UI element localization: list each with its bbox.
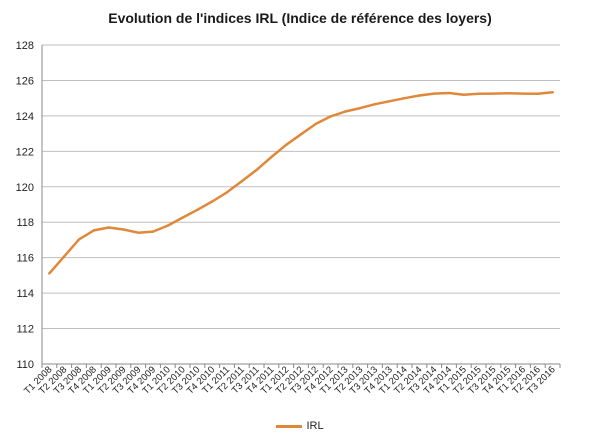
y-tick-label: 118 (16, 217, 34, 229)
legend: IRL (0, 420, 600, 432)
data-point (240, 180, 243, 183)
legend-label: IRL (306, 420, 324, 432)
data-point (388, 99, 391, 103)
y-tick-label: 114 (16, 288, 34, 300)
data-point (373, 102, 377, 106)
data-point (359, 106, 362, 110)
y-tick-label: 124 (16, 111, 34, 123)
y-tick-label: 128 (16, 40, 34, 52)
y-tick-label: 122 (16, 146, 34, 158)
y-tick-label: 126 (16, 75, 34, 87)
data-point (418, 94, 421, 97)
data-point (551, 91, 554, 94)
data-point (492, 92, 495, 95)
data-point (137, 231, 140, 234)
data-point (462, 93, 465, 96)
axis-layer (41, 45, 561, 368)
data-point (181, 216, 184, 219)
data-point (447, 91, 451, 95)
data-point (122, 228, 125, 231)
y-tick-label: 116 (16, 253, 34, 265)
data-point (314, 122, 317, 126)
data-point (196, 208, 199, 212)
series-layer (48, 91, 554, 275)
data-point (270, 155, 273, 159)
data-point (477, 92, 480, 95)
data-point (92, 229, 96, 232)
y-tick-labels: 110 112 114 116 118 120 122 124 126 128 (16, 40, 34, 371)
data-point (48, 272, 51, 275)
data-point (225, 191, 229, 194)
data-point (211, 200, 214, 203)
y-tick-label: 120 (16, 182, 34, 194)
y-tick-label: 110 (16, 359, 34, 371)
data-point (507, 92, 510, 95)
data-point (285, 143, 288, 146)
data-point (329, 115, 332, 118)
data-point (299, 133, 303, 136)
series-line-irl (48, 91, 554, 275)
data-point (151, 230, 155, 233)
data-point (521, 92, 525, 95)
data-point (77, 238, 81, 241)
data-point (255, 168, 258, 172)
data-point (107, 226, 110, 229)
data-point (166, 224, 169, 227)
data-point (536, 92, 539, 95)
data-point (403, 96, 406, 100)
data-point (433, 92, 436, 95)
legend-swatch (276, 424, 303, 428)
y-tick-label: 112 (16, 324, 34, 336)
data-point (344, 110, 347, 113)
data-point (62, 255, 66, 258)
chart-title: Evolution de l'indices IRL (Indice de ré… (108, 10, 492, 26)
